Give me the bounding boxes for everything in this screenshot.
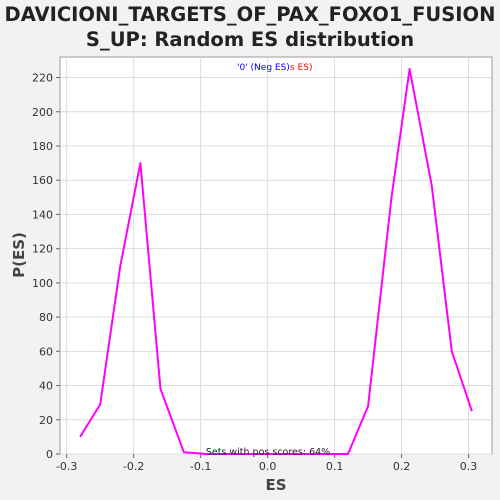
plot-area [59, 56, 493, 455]
y-axis-label: P(ES) [10, 232, 28, 278]
x-tick-label: 0.1 [326, 460, 344, 473]
series-line [79, 68, 473, 455]
x-axis-label: ES [265, 476, 286, 494]
y-tick-label: 180 [32, 140, 53, 153]
y-tick-label: 80 [39, 311, 53, 324]
y-tick-label: 40 [39, 380, 53, 393]
x-tick-label: -0.3 [56, 460, 77, 473]
x-tick-label: 0.2 [393, 460, 411, 473]
y-tick-label: 220 [32, 72, 53, 85]
y-tick-label: 120 [32, 243, 53, 256]
x-ticks: -0.3 -0.2 -0.1 0.0 0.1 0.2 0.3 [56, 454, 477, 473]
y-tick-label: 140 [32, 208, 53, 221]
x-tick-label: -0.2 [123, 460, 144, 473]
x-tick-label: 0.0 [259, 460, 277, 473]
y-tick-label: 100 [32, 277, 53, 290]
series-group [79, 68, 473, 455]
y-tick-label: 160 [32, 174, 53, 187]
y-ticks: 0 20 40 60 80 100 120 140 160 180 200 220 [32, 72, 60, 461]
legend-neg-label: '0' (Neg ES) [237, 63, 290, 73]
legend-pos-label: s ES) [290, 63, 312, 73]
y-tick-label: 0 [46, 448, 53, 461]
x-tick-label: -0.1 [190, 460, 211, 473]
chart-title: DAVICIONI_TARGETS_OF_PAX_FOXO1_FUSION S_… [4, 3, 496, 51]
annotation-text: Sets with pos scores: 64% [206, 447, 330, 458]
y-tick-label: 20 [39, 414, 53, 427]
grid [60, 57, 492, 455]
y-tick-label: 200 [32, 106, 53, 119]
y-tick-label: 60 [39, 345, 53, 358]
x-tick-label: 0.3 [460, 460, 478, 473]
